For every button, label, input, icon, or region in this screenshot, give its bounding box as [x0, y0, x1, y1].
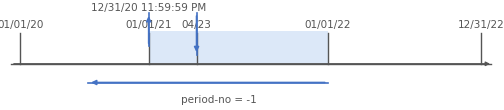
Text: 01/01/20: 01/01/20 — [0, 20, 43, 30]
Bar — [149, 31, 328, 64]
Text: 01/01/22: 01/01/22 — [304, 20, 351, 30]
Text: 12/31/20 11:59:59 PM: 12/31/20 11:59:59 PM — [91, 3, 206, 13]
Text: 12/31/22: 12/31/22 — [458, 20, 504, 30]
Text: 04/23: 04/23 — [181, 20, 212, 30]
Text: period-no = -1: period-no = -1 — [181, 94, 257, 104]
Text: 01/01/21: 01/01/21 — [125, 20, 172, 30]
